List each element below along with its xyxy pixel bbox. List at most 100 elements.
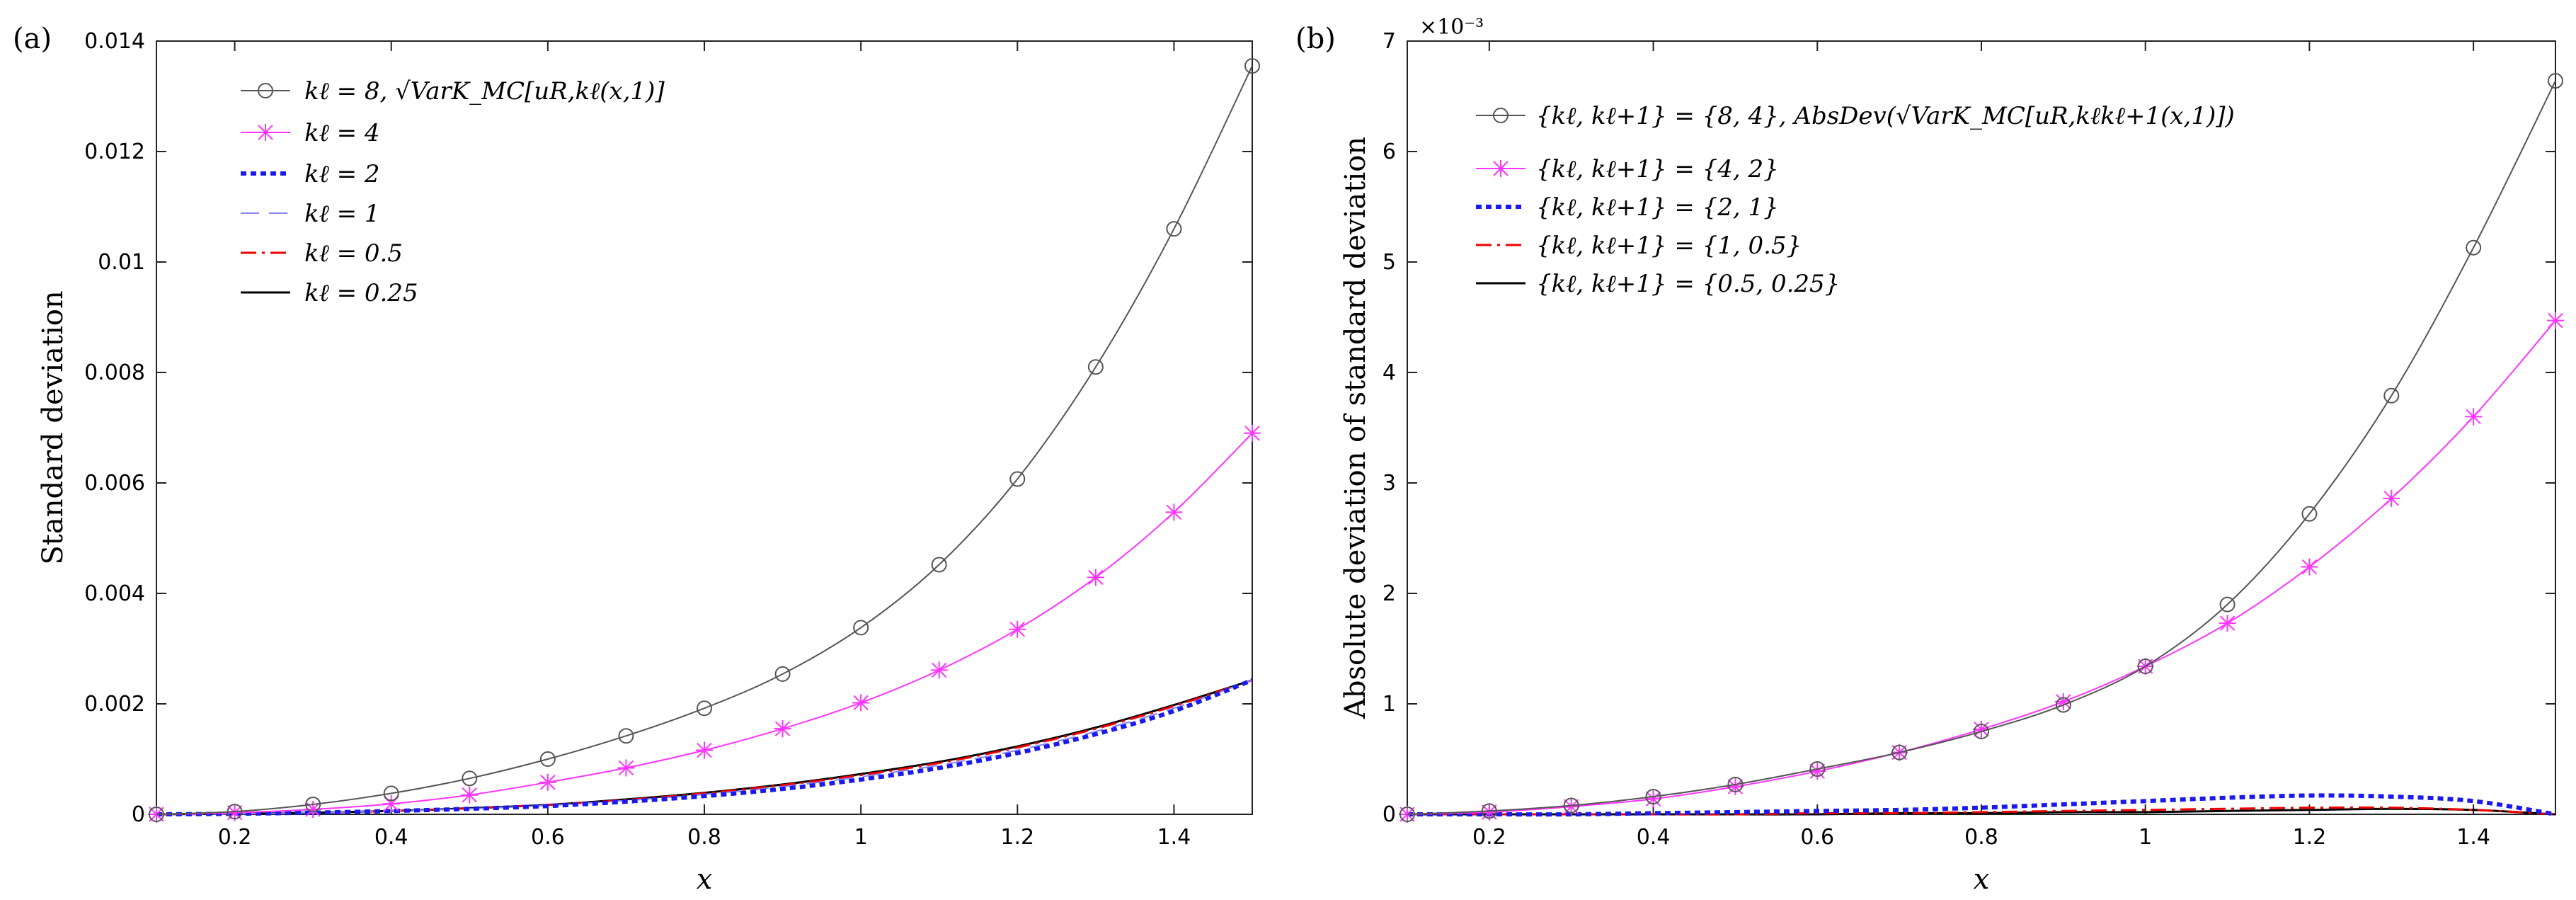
data-point-a-0 <box>618 728 634 744</box>
legend-label-b-1: {kℓ, kℓ+1} = {4, 2} <box>1536 155 1779 183</box>
legend-entry-a-2: kℓ = 2 <box>241 160 380 188</box>
legend-label-b-3: {kℓ, kℓ+1} = {1, 0.5} <box>1536 232 1802 260</box>
data-point-a-1 <box>930 661 948 679</box>
legend-label-b-4: {kℓ, kℓ+1} = {0.5, 0.25} <box>1536 270 1840 298</box>
x-axis-title-a: x <box>697 863 713 896</box>
legend-entry-b-2: {kℓ, kℓ+1} = {2, 1} <box>1476 193 1779 222</box>
plot-area-a <box>156 40 1253 815</box>
data-point-a-1 <box>852 694 870 712</box>
legend-label-a-4: kℓ = 0.5 <box>304 239 403 268</box>
y-tick-label: 7 <box>1383 29 1396 54</box>
y-tick-label: 5 <box>1383 250 1396 275</box>
data-point-b-0 <box>1481 803 1497 819</box>
ticks-a: 0.2 0.4 0.6 0.8 1 1.2 1.4 0 0.002 0.004 0.006 0.008… <box>84 29 1252 850</box>
data-point-b-0 <box>1727 776 1744 792</box>
legend-marker-a-0 <box>258 83 273 98</box>
x-tick-label: 0.6 <box>531 825 565 850</box>
x-tick-label: 0.6 <box>1800 825 1834 850</box>
data-point-a-1 <box>1009 620 1026 638</box>
data-point-a-0 <box>931 557 947 573</box>
x-tick-label: 0.2 <box>218 825 252 850</box>
legend-label-a-3: kℓ = 1 <box>304 200 380 228</box>
data-point-b-0 <box>1563 797 1579 814</box>
legend-label-a-2: kℓ = 2 <box>304 160 380 188</box>
data-point-b-0 <box>1974 724 1989 739</box>
series-line-a-0 <box>156 65 1253 815</box>
series-group-a <box>148 58 1261 823</box>
data-point-b-0 <box>2301 506 2318 522</box>
legend-label-a-1: kℓ = 4 <box>304 119 380 147</box>
y-tick-label: 0.004 <box>84 581 145 606</box>
data-point-a-0 <box>383 785 399 802</box>
data-point-a-1 <box>304 800 322 818</box>
data-point-a-1 <box>539 773 556 791</box>
x-tick-label: 0.4 <box>1637 825 1671 850</box>
x-tick-label: 0.4 <box>374 825 408 850</box>
y-tick-label: 0.012 <box>84 139 145 164</box>
data-point-b-1 <box>2054 693 2072 710</box>
y-tick-label: 0 <box>1383 802 1396 827</box>
data-point-b-0 <box>2137 658 2153 674</box>
y-tick-label: 6 <box>1383 139 1396 164</box>
y-tick-label: 0 <box>132 802 145 827</box>
x-tick-label: 1.4 <box>2456 825 2490 850</box>
y-tick-label: 0.006 <box>84 471 145 496</box>
y-tick-label: 2 <box>1383 581 1396 606</box>
data-point-a-1 <box>1165 503 1183 521</box>
data-point-b-1 <box>2465 408 2483 426</box>
x-tick-label: 0.8 <box>687 825 721 850</box>
data-point-b-0 <box>2548 73 2563 89</box>
data-point-b-0 <box>2466 239 2482 256</box>
data-point-a-0 <box>697 700 712 717</box>
y-exponent-label-b: ×10⁻³ <box>1419 15 1484 40</box>
legend-entry-b-1: {kℓ, kℓ+1} = {4, 2} <box>1476 155 1779 183</box>
panel-a: (a) 0.2 0.4 0.6 0.8 1 1.2 1.400.0020.0040.0060… <box>13 23 1261 896</box>
data-point-b-1 <box>2219 615 2236 632</box>
y-tick-label: 4 <box>1383 360 1396 385</box>
x-tick-label: 0.2 <box>1472 825 1506 850</box>
y-tick-label: 0.008 <box>84 360 145 385</box>
x-tick-label: 1 <box>854 825 868 850</box>
x-tick-label: 0.8 <box>1964 825 1998 850</box>
legend-entry-a-1: kℓ = 4 <box>241 119 380 147</box>
data-point-a-0 <box>227 804 243 820</box>
data-point-a-1 <box>226 804 244 821</box>
series-line-b-0 <box>1407 80 2556 815</box>
x-tick-label: 1.2 <box>1000 825 1034 850</box>
y-tick-label: 0.002 <box>84 692 145 717</box>
legend-entry-b-4: {kℓ, kℓ+1} = {0.5, 0.25} <box>1476 270 1840 298</box>
legend-entry-b-0: {kℓ, kℓ+1} = {8, 4}, AbsDev(√VarK_MC[uR,… <box>1476 102 2235 130</box>
plot-area-b <box>1407 40 2556 815</box>
y-tick-label: 0.014 <box>84 29 145 54</box>
data-point-a-1 <box>1244 424 1261 442</box>
data-point-a-1 <box>461 786 479 804</box>
data-point-b-1 <box>1480 803 1498 821</box>
series-line-b-2 <box>1407 793 2556 817</box>
data-point-a-1 <box>382 795 400 813</box>
y-axis-title-a: Standard deviation <box>37 290 69 564</box>
legend-marker-a-1 <box>257 124 274 141</box>
y-tick-label: 1 <box>1383 692 1396 717</box>
panel-label-a: (a) <box>13 23 52 55</box>
legend-label-b-0: {kℓ, kℓ+1} = {8, 4}, AbsDev(√VarK_MC[uR,… <box>1536 102 2235 130</box>
data-point-b-0 <box>1809 761 1826 777</box>
data-point-b-0 <box>2055 697 2071 713</box>
data-point-a-1 <box>774 720 791 738</box>
legend-entry-a-3: kℓ = 1 <box>241 200 380 228</box>
data-point-a-0 <box>1087 359 1104 375</box>
legend-entry-a-4: kℓ = 0.5 <box>241 239 403 268</box>
data-point-a-0 <box>149 807 164 822</box>
data-point-b-1 <box>1562 798 1580 816</box>
data-point-a-0 <box>1244 58 1260 74</box>
x-tick-label: 1 <box>2139 825 2152 850</box>
data-point-b-0 <box>2383 387 2400 404</box>
data-point-a-0 <box>853 620 869 636</box>
x-tick-label: 1.4 <box>1157 825 1191 850</box>
data-point-a-0 <box>305 796 321 812</box>
data-point-b-1 <box>1973 720 1990 738</box>
series-line-a-2 <box>156 678 1254 816</box>
data-point-a-0 <box>539 751 556 767</box>
data-point-b-1 <box>2383 489 2400 507</box>
